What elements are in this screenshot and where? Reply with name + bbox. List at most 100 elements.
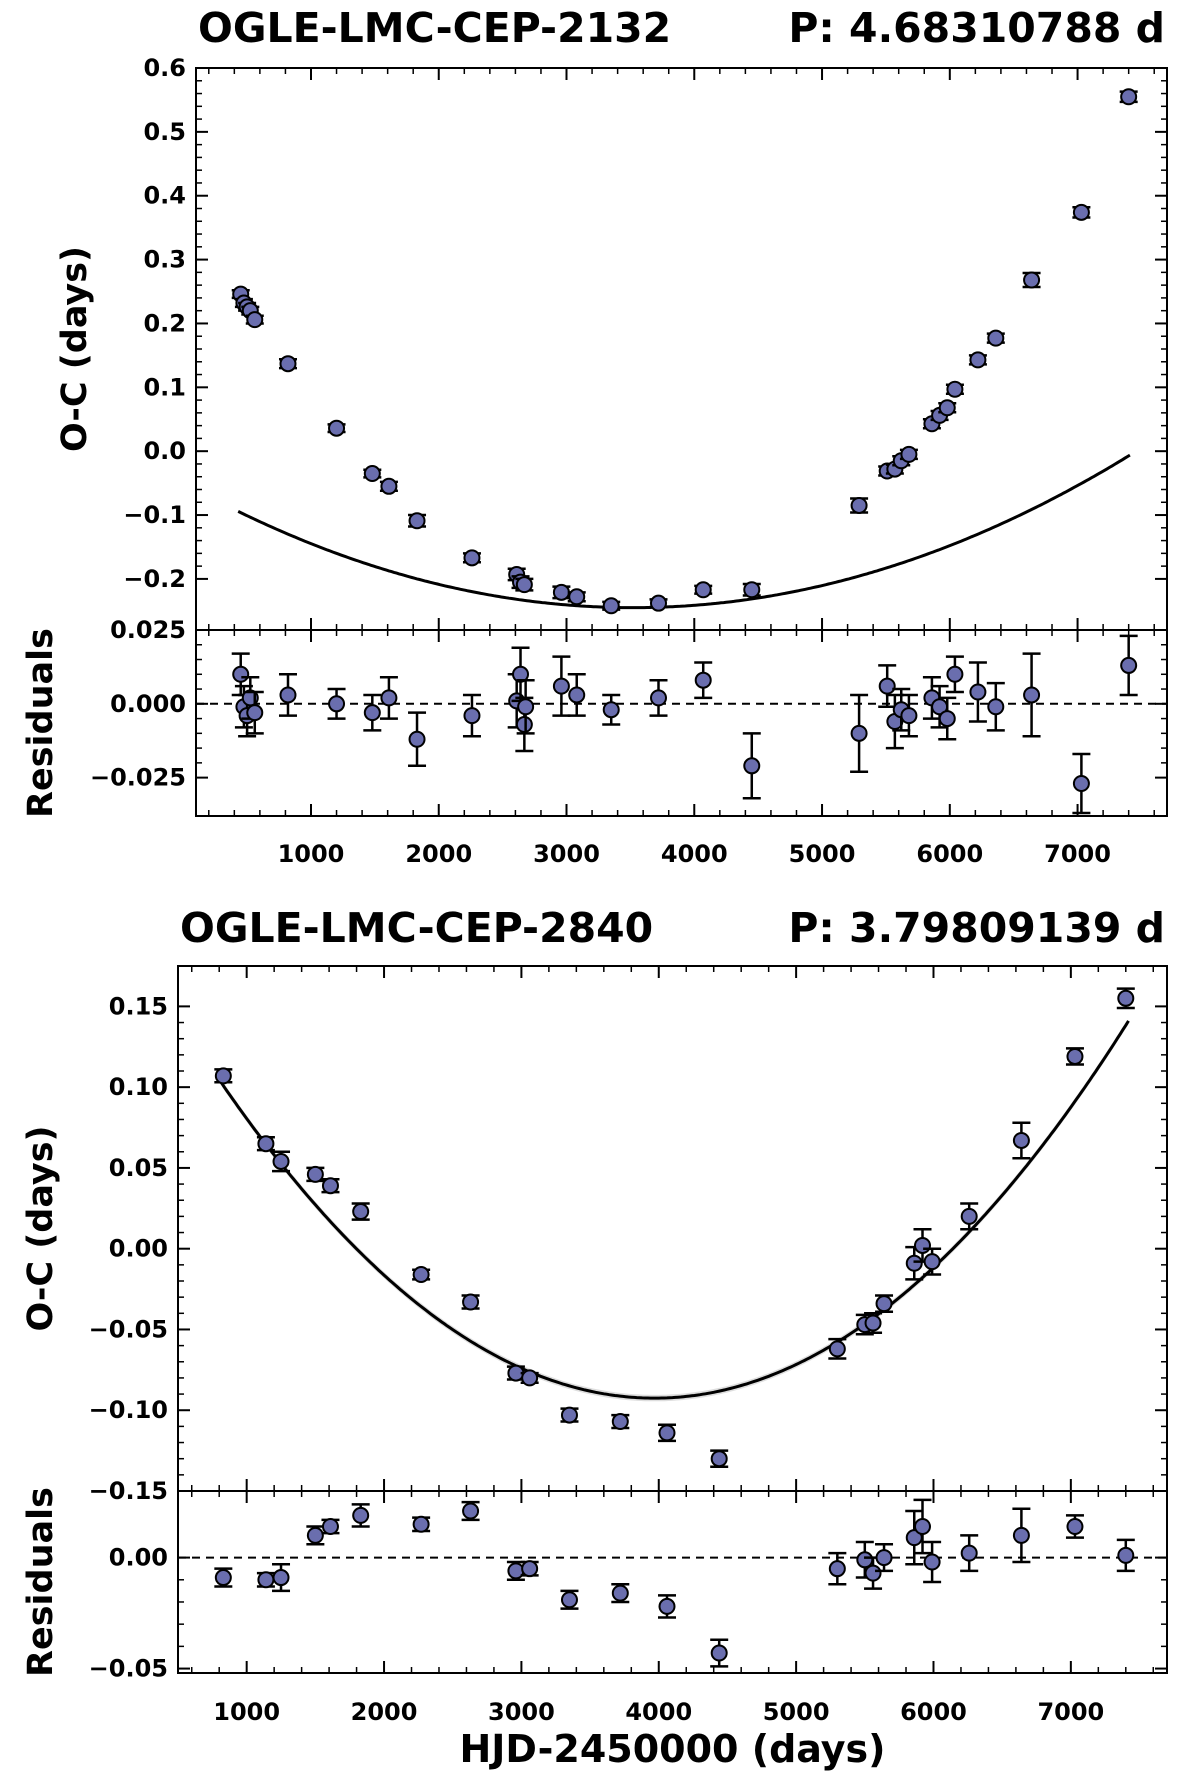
chart1-main-ytick-label: 0.5 [143,118,186,146]
chart1-main-marker [969,351,987,369]
chart1-main-point [379,477,398,495]
chart1-xtick-label: 2000 [405,840,472,868]
chart1-main-point [986,329,1005,347]
chart2-main-frame [177,965,1168,1492]
chart2-residuals-panel: −0.05 0.00 Residuals [21,1487,1168,1683]
chart1-title-left: OGLE-LMC-CEP-2132 [198,4,671,52]
chart2-residual-marker [306,1526,324,1544]
chart2-main-point [272,1150,291,1173]
chart2-residual-point [412,1515,431,1533]
chart2-title-right: P: 3.79809139 d [788,904,1165,952]
chart2-main-marker [352,1203,370,1221]
chart2-main-point [461,1293,480,1311]
chart1-res-ytick-label: 0.000 [110,690,186,718]
chart2-main-marker [560,1406,578,1424]
chart1-main-point [850,496,869,514]
chart1-main-marker [987,329,1005,347]
chart2-main-marker [960,1207,978,1225]
chart2-xtick-label: 4000 [625,1698,692,1726]
chart1-residual-point [327,687,346,720]
chart1-residual-marker [650,689,668,707]
chart2-main-point [306,1165,325,1183]
chart2-residual-point [913,1498,932,1555]
chart1-main-marker [850,496,868,514]
chart1-residual-marker [515,715,533,733]
chart1-residual-point [1119,634,1138,697]
chart1-residual-marker [1072,775,1090,793]
chart2-residual-marker [856,1551,874,1569]
chart2-residual-point [1065,1514,1084,1539]
chart2-main-point [864,1312,883,1334]
chart1-main-ytick-label: 0.6 [143,54,186,82]
chart1-main-ytick-label: 0.1 [143,373,186,401]
chart2-main-point [214,1067,233,1085]
chart2-residual-marker [710,1644,728,1662]
chart2-main-ylabel: O-C (days) [21,1125,61,1331]
chart1-main-ytick-label: −0.2 [123,565,186,593]
chart1-residual-marker [552,677,570,695]
chart2: OGLE-LMC-CEP-2840 P: 3.79809139 d−0.15−0.… [21,904,1168,1771]
chart1-residual-marker [463,707,481,725]
chart2-residual-point [461,1500,480,1522]
chart1-residual-marker [969,683,987,701]
chart1-res-ytick-label: −0.025 [90,764,186,792]
chart1-residual-point [850,693,869,773]
chart2-main-point [923,1247,942,1276]
chart1-residual-point [945,655,964,694]
chart2-main-point [658,1423,677,1443]
chart1-main-point [1072,203,1091,221]
chart2-residual-point [875,1543,894,1573]
chart1-residual-point [602,693,621,726]
chart1-main-point [945,380,964,398]
chart1-residual-point [552,655,571,717]
chart1-main-point [742,581,761,599]
chart2-main-marker [905,1254,923,1272]
chart1-main-point [245,311,264,329]
chart2-main-marker [521,1369,539,1387]
chart1-residual-marker [380,689,398,707]
chart2-residual-marker [560,1591,578,1609]
chart2-main-marker [828,1340,846,1358]
chart1-main-point [462,549,481,567]
chart2-main-point [611,1413,630,1431]
chart2-res-ytick-label: 0.00 [109,1544,168,1572]
chart1-residual-point [968,661,987,723]
chart1-residual-marker [246,704,264,722]
chart1-residuals-frame [195,629,1168,817]
chart1-xtick-label: 4000 [661,840,728,868]
chart1-xtick-label: 3000 [533,840,600,868]
chart2-residual-marker [321,1518,339,1536]
chart2-xtick-label: 5000 [763,1698,830,1726]
chart1-residual-marker [328,695,346,713]
chart2-fit-curve [217,1020,1130,1400]
chart2-residual-point [611,1582,630,1604]
chart1-residual-marker [694,671,712,689]
chart1-residual-marker [946,665,964,683]
chart2-xtick-label: 6000 [900,1698,967,1726]
chart2-main-ytick-label: −0.15 [89,1477,168,1505]
chart1-main-marker [246,311,264,329]
chart1-residual-marker [232,665,250,683]
chart1-main-point [1022,271,1041,289]
chart2-main-marker [923,1253,941,1271]
chart1-main-point [938,399,957,417]
chart1-main-ytick-label: 0.4 [143,182,186,210]
chart1-residual-marker [987,698,1005,716]
chart2-main-marker [1012,1131,1030,1149]
chart1-residual-marker [279,686,297,704]
chart1-residual-point [408,711,427,768]
chart2-xlabel: HJD-2450000 (days) [459,1727,885,1771]
chart2-main-marker [1117,989,1135,1007]
chart1-residual-point [986,681,1005,732]
chart2-residuals-ylabel: Residuals [21,1487,61,1677]
chart2-main-marker [306,1165,324,1183]
chart2-residual-marker [1066,1518,1084,1536]
chart1-residual-marker [743,757,761,775]
chart1-residual-point [516,678,535,735]
chart1-residual-point [1022,652,1041,738]
chart1-residual-point [694,661,713,700]
chart2-residual-point [960,1534,979,1573]
chart1-main-marker [1120,88,1138,106]
chart1-main-frame [195,67,1168,631]
chart2-main-ytick-label: 0.05 [109,1154,168,1182]
